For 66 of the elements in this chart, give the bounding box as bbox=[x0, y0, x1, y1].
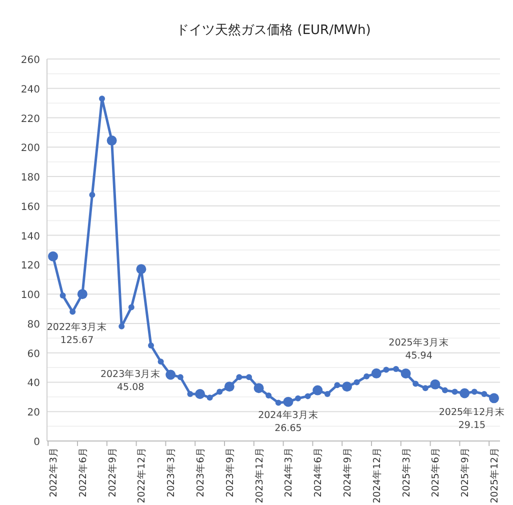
y-tick-label: 20 bbox=[27, 408, 40, 419]
x-tick-label: 2022年3月 bbox=[48, 447, 60, 498]
x-tick-label: 2025年12月 bbox=[488, 447, 500, 504]
annotation: 2022年3月末 125.67 bbox=[46, 321, 108, 346]
y-tick-label: 240 bbox=[20, 84, 40, 96]
point bbox=[275, 400, 282, 406]
point bbox=[422, 385, 428, 392]
point bbox=[246, 374, 252, 380]
point bbox=[89, 192, 96, 198]
x-tick-label: 2025年6月 bbox=[430, 447, 442, 498]
y-tick-label: 160 bbox=[20, 202, 40, 213]
y-tick-label: 40 bbox=[27, 378, 40, 390]
point bbox=[364, 373, 370, 380]
point bbox=[99, 96, 105, 102]
x-tick-label: 2023年3月 bbox=[165, 447, 178, 498]
annotation: 2023年3月末 45.08 bbox=[100, 368, 161, 393]
point bbox=[216, 388, 223, 395]
x-tick-label: 2024年3月 bbox=[282, 447, 295, 498]
point bbox=[70, 308, 76, 315]
point bbox=[177, 374, 184, 380]
y-tick-label: 60 bbox=[27, 348, 40, 360]
x-tick-label: 2024年12月 bbox=[370, 447, 383, 504]
x-tick-label: 2024年6月 bbox=[312, 447, 324, 498]
point bbox=[118, 323, 125, 330]
y-tick-label: 220 bbox=[20, 114, 40, 125]
point bbox=[412, 380, 419, 387]
point bbox=[206, 394, 213, 401]
point bbox=[354, 379, 360, 386]
y-tick-label: 260 bbox=[20, 55, 40, 66]
x-tick-label: 2025年9月 bbox=[459, 447, 472, 498]
y-tick-label: 120 bbox=[20, 260, 40, 272]
point bbox=[481, 390, 488, 397]
point bbox=[452, 388, 458, 395]
y-tick-label: 0 bbox=[34, 437, 40, 448]
x-tick-label: 2025年3月 bbox=[400, 447, 412, 498]
point bbox=[187, 390, 194, 397]
y-tick-label: 80 bbox=[27, 319, 40, 330]
x-tick-label: 2023年9月 bbox=[224, 447, 236, 498]
point bbox=[266, 392, 272, 398]
point bbox=[236, 374, 242, 380]
x-tick-label: 2024年9月 bbox=[342, 447, 354, 498]
x-tick-label: 2022年6月 bbox=[76, 447, 89, 498]
point bbox=[334, 382, 340, 388]
point bbox=[304, 393, 311, 400]
x-tick-label: 2022年9月 bbox=[106, 447, 118, 498]
chart-title: ドイツ天然ガス価格 (EUR/MWh) bbox=[176, 23, 371, 38]
point bbox=[383, 366, 390, 373]
annotation: 2024年3月末 26.65 bbox=[258, 408, 318, 434]
y-tick-label: 180 bbox=[20, 172, 40, 184]
annotation: 2025年3月末 45.94 bbox=[388, 336, 449, 362]
point bbox=[148, 342, 154, 348]
y-tick-label: 100 bbox=[20, 290, 40, 302]
point bbox=[295, 395, 301, 402]
annotation: 2025年12月末 29.15 bbox=[438, 406, 506, 432]
point bbox=[393, 366, 399, 372]
x-tick-label: 2023年12月 bbox=[253, 447, 266, 504]
point bbox=[60, 292, 66, 299]
y-tick-label: 140 bbox=[20, 231, 40, 242]
point bbox=[442, 387, 448, 394]
point bbox=[128, 304, 134, 310]
y-tick-label: 200 bbox=[20, 143, 40, 154]
point bbox=[158, 358, 164, 365]
point bbox=[324, 390, 330, 397]
x-tick-label: 2023年6月 bbox=[194, 447, 206, 498]
point bbox=[471, 388, 478, 395]
x-tick-label: 2022年12月 bbox=[136, 447, 148, 504]
